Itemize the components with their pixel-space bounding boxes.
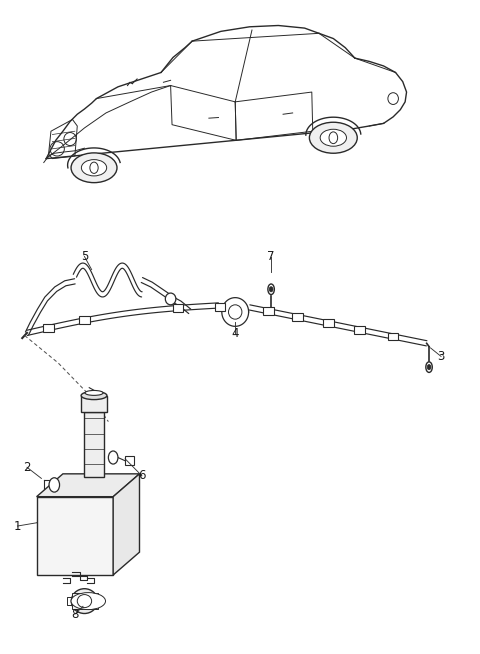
Ellipse shape <box>77 594 92 608</box>
Circle shape <box>108 451 118 464</box>
Circle shape <box>269 286 273 292</box>
Circle shape <box>427 364 431 370</box>
Text: 7: 7 <box>267 250 275 263</box>
Bar <box>81 396 107 412</box>
Ellipse shape <box>165 293 176 305</box>
Ellipse shape <box>81 392 107 400</box>
Circle shape <box>329 132 337 144</box>
Ellipse shape <box>310 122 357 153</box>
Text: 4: 4 <box>231 327 239 340</box>
Bar <box>125 456 134 466</box>
Bar <box>388 333 398 341</box>
Bar <box>84 412 104 477</box>
Bar <box>292 313 303 321</box>
Ellipse shape <box>268 284 275 294</box>
Circle shape <box>90 162 98 173</box>
Polygon shape <box>113 474 140 575</box>
Text: 2: 2 <box>23 461 31 473</box>
Ellipse shape <box>320 129 347 146</box>
Polygon shape <box>36 496 113 575</box>
Ellipse shape <box>71 593 106 610</box>
Circle shape <box>49 478 60 492</box>
Bar <box>323 320 334 328</box>
Bar <box>172 304 183 312</box>
Ellipse shape <box>426 362 432 372</box>
Bar <box>79 317 90 324</box>
Ellipse shape <box>228 305 242 319</box>
Polygon shape <box>36 474 140 496</box>
Text: 8: 8 <box>71 608 79 621</box>
Text: 6: 6 <box>138 470 145 482</box>
Text: 5: 5 <box>81 250 88 263</box>
Ellipse shape <box>85 390 103 396</box>
Text: 3: 3 <box>437 350 444 363</box>
Bar <box>354 326 365 334</box>
Text: 1: 1 <box>14 519 21 532</box>
Ellipse shape <box>82 160 107 176</box>
Bar <box>43 324 54 332</box>
Bar <box>72 593 98 609</box>
Bar <box>264 307 274 315</box>
Ellipse shape <box>71 153 117 182</box>
Bar <box>215 303 225 311</box>
Ellipse shape <box>72 589 97 613</box>
